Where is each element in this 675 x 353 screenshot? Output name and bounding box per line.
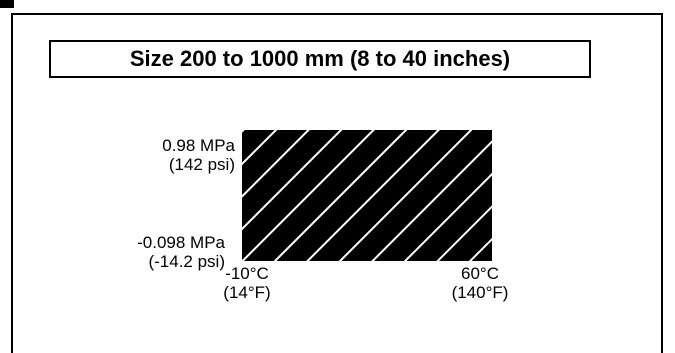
diagram-title: Size 200 to 1000 mm (8 to 40 inches)	[49, 40, 591, 78]
temp-max-label: 60°C (140°F)	[440, 264, 520, 302]
pressure-max-metric: 0.98 MPa	[162, 136, 235, 155]
pressure-max-label: 0.98 MPa (142 psi)	[162, 136, 235, 174]
pressure-min-imperial: (-14.2 psi)	[148, 252, 225, 271]
temp-min-label: -10°C (14°F)	[212, 264, 282, 302]
temp-min-imperial: (14°F)	[223, 283, 271, 302]
title-text: Size 200 to 1000 mm (8 to 40 inches)	[129, 46, 511, 71]
pressure-max-imperial: (142 psi)	[168, 155, 235, 174]
diagram-frame	[11, 13, 663, 353]
temp-max-imperial: (140°F)	[451, 283, 509, 302]
header-fragment	[0, 0, 14, 8]
temp-max-metric: 60°C	[461, 264, 499, 283]
pressure-min-metric: -0.098 MPa	[137, 233, 225, 252]
hatched-area	[242, 130, 492, 261]
pressure-min-label: -0.098 MPa (-14.2 psi)	[137, 233, 225, 271]
temp-min-metric: -10°C	[225, 264, 269, 283]
operating-range-region	[242, 130, 492, 261]
